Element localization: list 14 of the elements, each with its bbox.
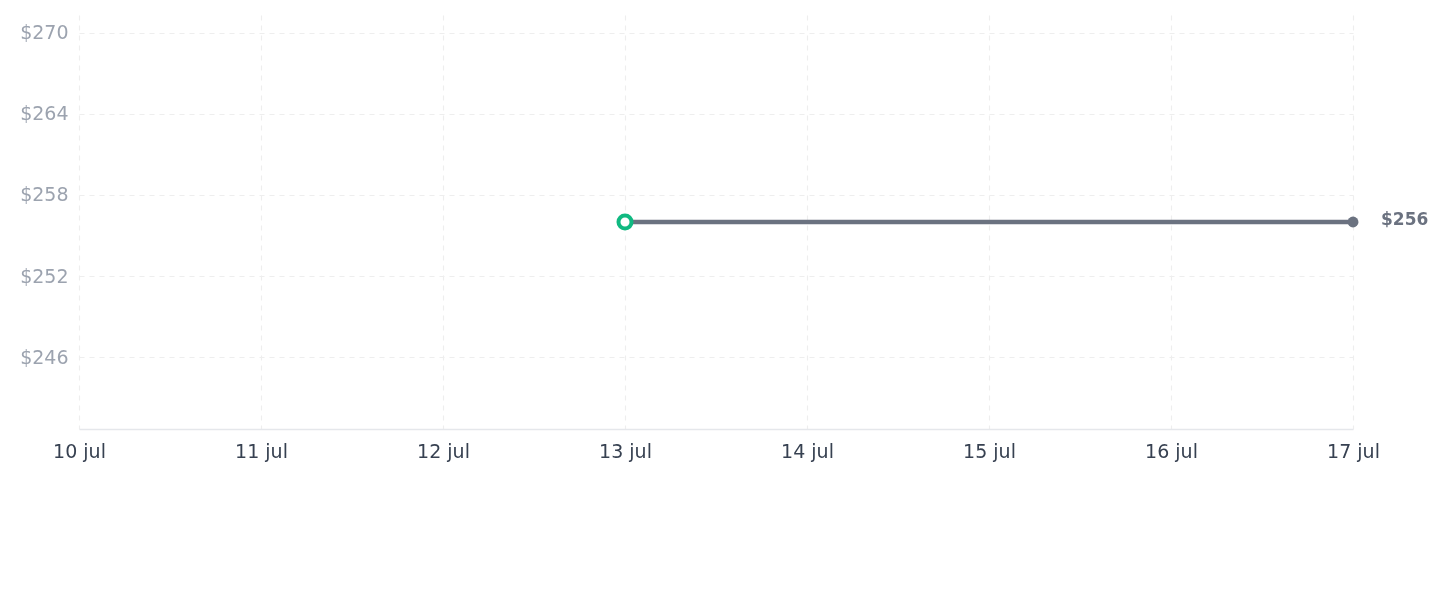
data-label: $256 bbox=[1381, 209, 1429, 229]
x-tick-label: 15 jul bbox=[963, 439, 1016, 462]
x-tick-label: 10 jul bbox=[53, 439, 106, 462]
x-tick-label: 11 jul bbox=[235, 439, 288, 462]
x-tick-label: 13 jul bbox=[599, 439, 652, 462]
x-tick-label: 16 jul bbox=[1145, 439, 1198, 462]
y-tick-label: $252 bbox=[20, 264, 69, 287]
x-tick-label: 14 jul bbox=[781, 439, 834, 462]
x-tick-label: 12 jul bbox=[417, 439, 470, 462]
y-tick-label: $258 bbox=[20, 183, 69, 206]
y-tick-label: $246 bbox=[20, 345, 69, 368]
x-tick-label: 17 jul bbox=[1327, 439, 1380, 462]
y-tick-label: $270 bbox=[20, 21, 69, 44]
y-tick-label: $264 bbox=[20, 102, 69, 125]
